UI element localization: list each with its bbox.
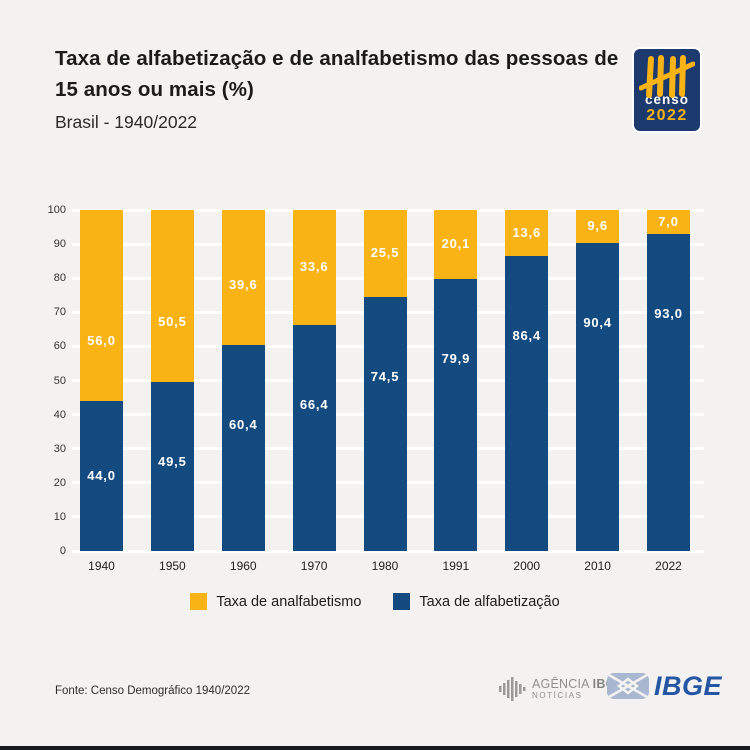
y-axis-tick-60: 60 [28, 339, 66, 353]
agencia-bars-icon [497, 675, 527, 703]
bar-value-analfabetismo-2010: 9,6 [576, 218, 619, 234]
legend-item-analfabetismo: Taxa de analfabetismo [190, 593, 361, 610]
bar-value-analfabetismo-1950: 50,5 [151, 314, 194, 330]
ibge-logo: IBGE [606, 671, 722, 701]
bar-segment-analfabetismo-1940 [80, 210, 123, 401]
agencia-word: AGÊNCIA [532, 677, 589, 691]
y-axis-tick-50: 50 [28, 374, 66, 388]
legend-label-analfabetismo: Taxa de analfabetismo [216, 594, 361, 610]
y-axis-tick-40: 40 [28, 408, 66, 422]
agencia-ibge-noticias-logo: AGÊNCIA IBGE NOTÍCIAS [497, 674, 624, 704]
bottom-accent-bar [0, 746, 750, 750]
bar-value-alfabetizacao-2000: 86,4 [505, 328, 548, 344]
ibge-symbol-icon [606, 672, 650, 700]
bar-value-alfabetizacao-1991: 79,9 [434, 351, 477, 367]
tally-marks-icon [639, 54, 695, 100]
x-axis-label-2000: 2000 [495, 559, 559, 573]
bar-value-alfabetizacao-1950: 49,5 [151, 454, 194, 470]
bar-value-alfabetizacao-1970: 66,4 [293, 397, 336, 413]
bar-segment-alfabetizacao-1980 [364, 297, 407, 551]
page-title: Taxa de alfabetização e de analfabetismo… [55, 44, 640, 106]
x-axis-label-1991: 1991 [424, 559, 488, 573]
bar-segment-alfabetizacao-2022 [647, 234, 690, 551]
legend-swatch-alfabetizacao [393, 593, 410, 610]
y-axis-tick-30: 30 [28, 442, 66, 456]
x-axis-label-2010: 2010 [566, 559, 630, 573]
infographic-canvas: Taxa de alfabetização e de analfabetismo… [0, 0, 750, 750]
x-axis-label-1980: 1980 [353, 559, 417, 573]
bar-value-analfabetismo-1960: 39,6 [222, 277, 265, 293]
bar-value-analfabetismo-1940: 56,0 [80, 333, 123, 349]
x-axis-label-1970: 1970 [282, 559, 346, 573]
y-axis-tick-0: 0 [28, 544, 66, 558]
bar-value-analfabetismo-1980: 25,5 [364, 245, 407, 261]
bar-segment-alfabetizacao-2010 [576, 243, 619, 551]
x-axis-label-1960: 1960 [211, 559, 275, 573]
legend-swatch-analfabetismo [190, 593, 207, 610]
bar-value-analfabetismo-2000: 13,6 [505, 225, 548, 241]
y-axis-tick-80: 80 [28, 271, 66, 285]
bar-value-analfabetismo-2022: 7,0 [647, 214, 690, 230]
censo-logo-year: 2022 [646, 107, 688, 125]
bar-segment-alfabetizacao-1960 [222, 345, 265, 551]
bar-value-alfabetizacao-1980: 74,5 [364, 369, 407, 385]
chart-legend: Taxa de analfabetismo Taxa de alfabetiza… [0, 593, 750, 610]
x-axis-label-1940: 1940 [70, 559, 134, 573]
bar-value-alfabetizacao-2010: 90,4 [576, 315, 619, 331]
y-axis-tick-10: 10 [28, 510, 66, 524]
bar-segment-alfabetizacao-2000 [505, 256, 548, 551]
bar-value-alfabetizacao-2022: 93,0 [647, 306, 690, 322]
bar-segment-alfabetizacao-1991 [434, 279, 477, 551]
x-axis-label-2022: 2022 [637, 559, 701, 573]
bar-value-alfabetizacao-1960: 60,4 [222, 417, 265, 433]
bar-segment-alfabetizacao-1970 [293, 325, 336, 551]
censo-2022-logo: censo 2022 [632, 47, 702, 133]
legend-item-alfabetizacao: Taxa de alfabetização [393, 593, 559, 610]
bar-segment-analfabetismo-1950 [151, 210, 194, 382]
bar-value-analfabetismo-1970: 33,6 [293, 259, 336, 275]
y-axis-tick-100: 100 [28, 203, 66, 217]
legend-label-alfabetizacao: Taxa de alfabetização [419, 594, 559, 610]
y-axis-tick-20: 20 [28, 476, 66, 490]
ibge-logo-text: IBGE [654, 673, 722, 700]
y-axis-tick-70: 70 [28, 305, 66, 319]
source-note: Fonte: Censo Demográfico 1940/2022 [55, 685, 250, 697]
bar-value-alfabetizacao-1940: 44,0 [80, 468, 123, 484]
bar-value-analfabetismo-1991: 20,1 [434, 236, 477, 252]
y-axis-tick-90: 90 [28, 237, 66, 251]
page-subtitle: Brasil - 1940/2022 [55, 112, 197, 133]
x-axis-label-1950: 1950 [140, 559, 204, 573]
